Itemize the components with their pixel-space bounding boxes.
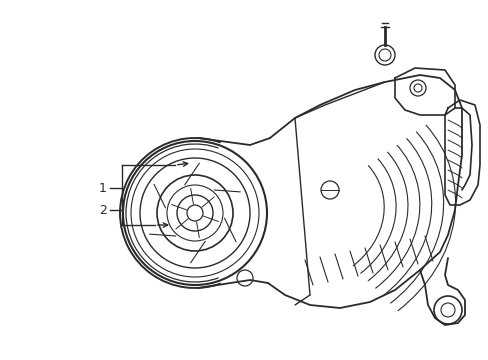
Text: 2: 2 [99, 203, 107, 216]
Circle shape [374, 45, 394, 65]
Text: 1: 1 [99, 181, 107, 194]
